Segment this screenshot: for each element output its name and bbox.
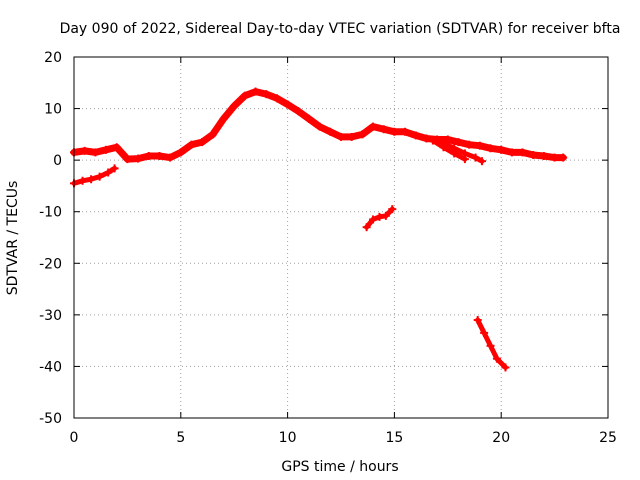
series-line-3 <box>430 138 468 162</box>
data-point <box>388 205 397 214</box>
grid-lines <box>74 57 608 418</box>
data-point <box>411 131 420 140</box>
data-point <box>475 141 484 150</box>
data-point <box>91 148 100 157</box>
data-point <box>559 153 568 162</box>
data-point <box>471 153 480 162</box>
data-point <box>240 91 249 100</box>
data-point <box>198 138 207 147</box>
data-point <box>507 148 516 157</box>
data-point <box>358 130 367 139</box>
y-axis-label: SDTVAR / TECUs <box>5 181 21 296</box>
data-point <box>529 150 538 159</box>
data-point <box>123 155 132 164</box>
y-tick-label: -10 <box>39 205 62 221</box>
data-series-group <box>70 87 568 372</box>
data-point <box>497 145 506 154</box>
data-point <box>437 138 446 147</box>
data-point <box>315 122 324 131</box>
data-point <box>379 125 388 134</box>
data-point <box>304 114 313 123</box>
data-point <box>390 127 399 136</box>
data-point <box>473 316 482 325</box>
data-point <box>369 122 378 131</box>
data-point <box>337 132 345 141</box>
data-point <box>428 136 437 145</box>
data-point <box>112 143 121 152</box>
chart-title: Day 090 of 2022, Sidereal Day-to-day VTE… <box>60 21 621 37</box>
data-point <box>230 101 239 110</box>
y-tick-label: -50 <box>39 411 62 427</box>
data-point <box>155 152 164 161</box>
data-point <box>102 145 111 154</box>
x-tick-label: 25 <box>599 430 617 446</box>
y-tick-label: 0 <box>53 153 62 169</box>
data-point <box>166 153 175 162</box>
data-point <box>443 135 452 144</box>
data-point <box>550 153 559 162</box>
data-point <box>480 328 489 337</box>
data-point <box>501 363 510 372</box>
data-point <box>176 148 185 157</box>
x-tick-label: 10 <box>279 430 297 446</box>
data-point <box>95 172 104 181</box>
data-point <box>477 157 486 166</box>
data-point <box>272 94 281 103</box>
data-point <box>486 144 495 153</box>
data-point <box>454 138 463 147</box>
x-tick-label: 15 <box>385 430 403 446</box>
data-point <box>144 152 153 161</box>
data-point <box>492 354 501 363</box>
data-point <box>251 87 260 96</box>
data-point <box>326 127 335 136</box>
data-point <box>362 223 371 232</box>
x-tick-label: 5 <box>176 430 185 446</box>
x-axis-label: GPS time / hours <box>281 459 398 475</box>
data-point <box>187 140 196 149</box>
data-point <box>347 132 356 141</box>
data-point <box>450 144 459 153</box>
data-point <box>262 90 271 99</box>
data-point <box>283 100 292 109</box>
series-line-6 <box>475 317 508 370</box>
data-point <box>465 140 474 149</box>
data-point <box>486 341 495 350</box>
x-tick-label: 0 <box>70 430 79 446</box>
data-point <box>78 176 87 185</box>
data-point <box>401 127 410 136</box>
data-point <box>208 130 217 139</box>
data-point <box>518 148 527 157</box>
y-tick-label: 20 <box>44 50 62 66</box>
axis-ticks: 0 5 10 15 20 25 -50 -40 -30 -20 -10 0 10 20 <box>39 50 617 446</box>
plot-frame <box>73 56 609 419</box>
data-point <box>134 154 143 163</box>
x-tick-label: 20 <box>492 430 510 446</box>
data-point <box>80 146 89 155</box>
data-point <box>110 164 119 173</box>
data-point <box>381 211 390 220</box>
y-tick-label: -20 <box>39 256 62 272</box>
data-point <box>87 175 96 184</box>
y-tick-label: 10 <box>44 102 62 118</box>
data-point <box>294 107 303 116</box>
y-tick-label: -40 <box>39 359 62 375</box>
y-tick-label: -30 <box>39 308 62 324</box>
data-point <box>369 215 378 224</box>
data-point <box>219 114 228 123</box>
data-point <box>460 149 469 158</box>
data-point <box>104 168 113 177</box>
data-point <box>539 152 548 161</box>
data-point <box>422 134 431 143</box>
data-point <box>375 212 384 221</box>
